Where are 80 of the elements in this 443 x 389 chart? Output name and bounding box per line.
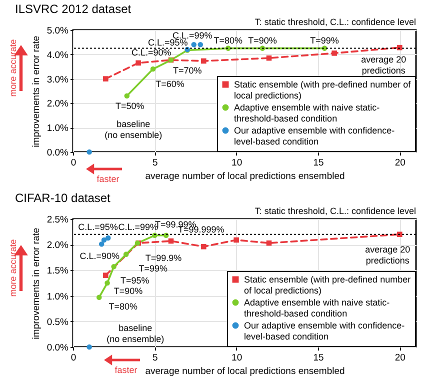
point [397, 232, 402, 238]
annotation: T=70% [172, 65, 202, 76]
x-axis-title: average number of local predictions ensembled [145, 366, 345, 377]
point [198, 42, 204, 48]
legend-label: Our adaptive ensemble with confidence-level-based condition [234, 126, 395, 146]
annotation: C.L.=95% [148, 38, 188, 48]
y-tick-label: 0.5% [46, 316, 70, 328]
text: T: static threshold, C.L.: confidence level [254, 206, 416, 216]
text: faster [114, 365, 138, 375]
point [201, 58, 206, 64]
point [124, 93, 130, 99]
legend-label: Static ensemble (with pre-defined number of local predictions) [234, 80, 412, 100]
point [103, 272, 108, 278]
point [150, 66, 156, 72]
point [201, 244, 206, 250]
annotation: T=99% [138, 263, 168, 274]
x-tick-label: 20 [394, 158, 406, 168]
point [332, 50, 337, 56]
x-tick-label: 10 [232, 158, 242, 168]
text: faster [96, 174, 120, 184]
point [136, 60, 141, 66]
point [101, 237, 107, 243]
annotation: baseline (no ensemble) [106, 323, 164, 344]
point [123, 252, 129, 257]
y-tick-label: 1.0% [46, 291, 70, 302]
text: more accurate [8, 239, 18, 297]
chart-title: CIFAR-10 dataset [15, 191, 112, 205]
x-tick-label: 10 [232, 352, 242, 364]
annotation: T=50% [116, 100, 144, 111]
x-tick-label: 5 [152, 158, 158, 168]
legend-label: Adaptive ensemble with naive static-threshold-based condition [244, 298, 390, 318]
point [234, 237, 239, 243]
annotation: C.L.=90% [80, 251, 120, 262]
x-axis-title: average number of local predictions ensembled [145, 171, 345, 182]
annotation: T=90% [114, 286, 143, 296]
x-tick-label: 0 [70, 352, 76, 364]
annotation: T=90% [248, 35, 277, 46]
point [105, 235, 111, 241]
point [86, 344, 92, 350]
x-tick-label: 0 [70, 158, 76, 168]
y-tick-label: 1.0% [46, 123, 70, 134]
annotation: T=99% [310, 35, 339, 46]
y-tick-label: 0.0% [46, 342, 70, 354]
x-tick-label: 15 [313, 352, 324, 364]
y-axis-title: improvements in error rate [30, 36, 42, 148]
y-tick-label: 2.5% [46, 214, 70, 226]
legend-label: Our adaptive ensemble with confidence-level-based condition [244, 320, 405, 342]
annotation: average 20 predictions [361, 54, 406, 76]
legend-label: Static ensemble (with pre-defined number of local predictions) [244, 274, 411, 296]
point [86, 149, 92, 155]
text: more accurate [8, 39, 18, 97]
chart-title: ILSVRC 2012 dataset [15, 2, 132, 16]
point [191, 42, 197, 48]
annotation: T=80% [108, 301, 138, 312]
y-tick-label: 1.5% [46, 266, 70, 277]
point [111, 264, 116, 270]
y-tick-label: 0.0% [46, 148, 70, 158]
y-tick-label: 5.0% [46, 26, 70, 36]
legend-label: Adaptive ensemble with naive static-threshold-based condition [234, 102, 380, 124]
y-tick-label: 4.0% [46, 50, 70, 61]
x-tick-label: 15 [313, 158, 324, 168]
annotation: average 20 predictions [365, 244, 410, 266]
annotation: T=99.9% [145, 253, 182, 264]
annotation: T=80% [214, 35, 243, 46]
annotation: baseline (no ensemble) [104, 119, 162, 140]
annotation: C.L.=90% [131, 48, 172, 58]
y-tick-label: 2.0% [46, 98, 70, 110]
x-tick-label: 20 [394, 352, 406, 364]
annotation: C.L.=95% [78, 222, 118, 232]
point [103, 76, 108, 82]
y-axis-title: improvements in error rate [30, 228, 42, 340]
x-tick-label: 5 [152, 352, 158, 364]
point [98, 241, 104, 247]
text: T: static threshold, C.L.: confidence level [254, 17, 416, 27]
y-tick-label: 3.0% [46, 74, 70, 86]
point [104, 280, 110, 286]
annotation: T=95% [120, 276, 150, 286]
point [96, 294, 102, 300]
annotation: T=60% [156, 79, 184, 90]
y-tick-label: 2.0% [46, 240, 70, 252]
